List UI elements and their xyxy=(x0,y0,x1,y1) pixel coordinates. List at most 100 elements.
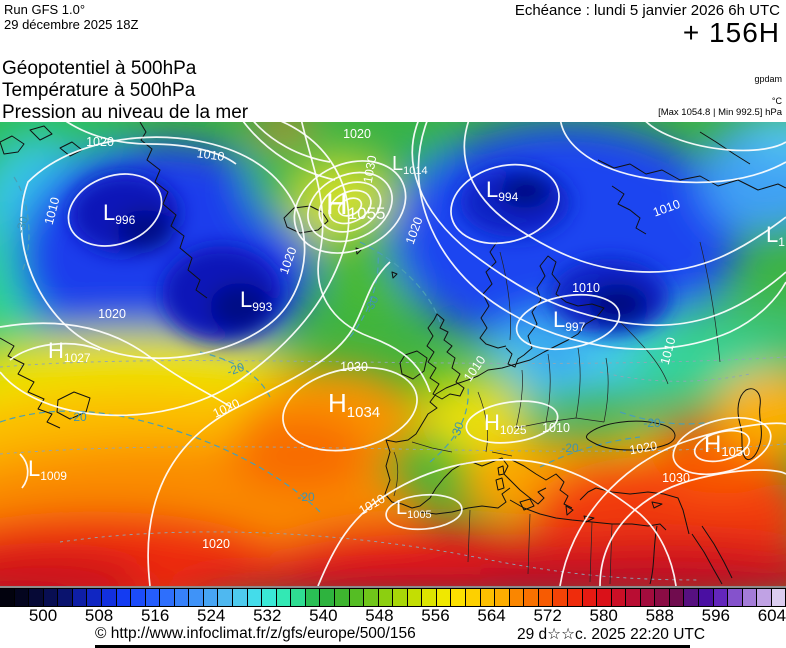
scale-segment xyxy=(524,589,539,606)
pressure-center-H1025: H1025 xyxy=(484,410,527,437)
scale-segment xyxy=(14,589,30,606)
scale-label-556: 556 xyxy=(421,606,450,625)
scale-segment xyxy=(582,589,598,606)
temp-label--20: -20 xyxy=(297,490,315,504)
isobar-label-1030: 1030 xyxy=(662,471,690,485)
run-info: Run GFS 1.0° 29 décembre 2025 18Z xyxy=(4,2,138,32)
scale-segment xyxy=(364,589,379,606)
scale-segment xyxy=(757,589,772,606)
scale-segment xyxy=(466,589,481,606)
run-model: Run GFS 1.0° xyxy=(4,2,86,17)
isobar-label-1020: 1020 xyxy=(98,307,126,321)
scale-segment xyxy=(160,589,175,606)
valid-time: Echéance : lundi 5 janvier 2026 6h UTC xyxy=(514,2,780,19)
temp-label--30: -30 xyxy=(13,214,31,235)
scale-segment xyxy=(436,589,452,606)
scale-label-572: 572 xyxy=(533,606,562,625)
pressure-center-H1034: H1034 xyxy=(328,388,380,421)
scale-segment xyxy=(597,589,612,606)
country-borders xyxy=(393,241,721,585)
scale-segment xyxy=(771,589,786,606)
scale-segment xyxy=(334,589,350,606)
scale-segment xyxy=(305,589,321,606)
param-geopotential: Géopotentiel à 500hPa xyxy=(2,58,197,79)
scale-segment xyxy=(393,589,408,606)
temp-label--20: -20 xyxy=(643,416,661,430)
pressure-center-L994: L994 xyxy=(486,177,519,204)
scale-label-508: 508 xyxy=(84,606,114,625)
scale-segment xyxy=(669,589,685,606)
scale-label-500: 500 xyxy=(28,606,58,625)
scale-segment xyxy=(72,589,88,606)
scale-segment xyxy=(422,589,437,606)
pressure-center-L1005: L1005 xyxy=(396,497,432,521)
unit-temp: °C xyxy=(771,96,782,106)
param-temperature: Température à 500hPa xyxy=(2,80,196,101)
scale-label-548: 548 xyxy=(365,606,394,625)
scale-segment xyxy=(349,589,365,606)
temperature-contours xyxy=(0,176,711,513)
pressure-center-L1009: L1009 xyxy=(28,456,67,483)
weather-map: L996 L993 H1055 H1027 L1014 L994 L997 H1034 L100… xyxy=(0,122,786,586)
scale-segment xyxy=(291,589,306,606)
scale-segment xyxy=(553,589,568,606)
scale-label-524: 524 xyxy=(197,606,226,625)
temp-label--20: -20 xyxy=(561,441,579,455)
isobar-lines xyxy=(0,122,786,586)
scale-segment xyxy=(247,589,263,606)
minmax-pressure: [Max 1054.8 | Min 992.5] hPa xyxy=(658,107,782,118)
temp-label--30: -30 xyxy=(361,293,381,315)
pressure-center-L1: L1 xyxy=(766,222,785,249)
pressure-center-L996: L996 xyxy=(103,200,136,227)
scale-segment xyxy=(407,589,423,606)
unit-gpdam: gpdam xyxy=(754,74,782,84)
isobar-label-1020: 1020 xyxy=(202,537,230,551)
copyright-url: © http://www.infoclimat.fr/z/gfs/europe/… xyxy=(95,625,416,642)
scale-segment xyxy=(611,589,627,606)
scale-segment xyxy=(0,589,15,606)
weather-map-canvas: L996 L993 H1055 H1027 L1014 L994 L997 H1034 L100… xyxy=(0,122,786,586)
isobar-label-1010: 1010 xyxy=(658,336,679,367)
scale-segment xyxy=(29,589,44,606)
scale-segment xyxy=(640,589,656,606)
scale-segment xyxy=(233,589,248,606)
pressure-center-L993: L993 xyxy=(240,287,273,314)
scale-segment xyxy=(509,589,525,606)
scale-segment xyxy=(655,589,670,606)
parameter-list: Géopotentiel à 500hPa Température à 500h… xyxy=(2,58,248,124)
pressure-center-L1014: L1014 xyxy=(392,153,428,177)
scale-segment xyxy=(451,589,466,606)
lead-time: + 156H xyxy=(682,17,780,48)
scale-segment xyxy=(131,589,146,606)
isobar-label-1030: 1030 xyxy=(340,360,368,374)
scale-segment xyxy=(713,589,729,606)
scale-label-580: 580 xyxy=(589,606,618,625)
scale-segment xyxy=(742,589,758,606)
graticule-lines xyxy=(0,356,786,581)
scale-segment xyxy=(699,589,714,606)
scale-segment xyxy=(495,589,510,606)
scale-segment xyxy=(87,589,102,606)
param-mslp: Pression au niveau de la mer xyxy=(2,102,249,123)
isobar-label-1030: 1030 xyxy=(361,154,380,184)
scale-segment xyxy=(116,589,132,606)
isobar-label-1010: 1010 xyxy=(42,196,63,227)
pressure-center-H1055: H1055 xyxy=(326,188,386,223)
scale-segment xyxy=(101,589,117,606)
pressure-center-L997: L997 xyxy=(553,307,586,334)
scale-segment xyxy=(174,589,190,606)
scale-segment xyxy=(189,589,204,606)
scale-segment xyxy=(626,589,641,606)
scale-label-532: 532 xyxy=(253,606,282,625)
coastlines xyxy=(0,122,786,585)
scale-label-588: 588 xyxy=(645,606,674,625)
scale-label-604: 604 xyxy=(757,606,786,625)
temperature-field xyxy=(0,122,786,586)
temp-label--30: -30 xyxy=(448,420,467,441)
scale-segment xyxy=(276,589,292,606)
pressure-center-H1027: H1027 xyxy=(48,338,91,365)
scale-segment xyxy=(567,589,583,606)
scale-segment xyxy=(218,589,233,606)
scale-segment xyxy=(320,589,335,606)
scale-segment xyxy=(684,589,699,606)
